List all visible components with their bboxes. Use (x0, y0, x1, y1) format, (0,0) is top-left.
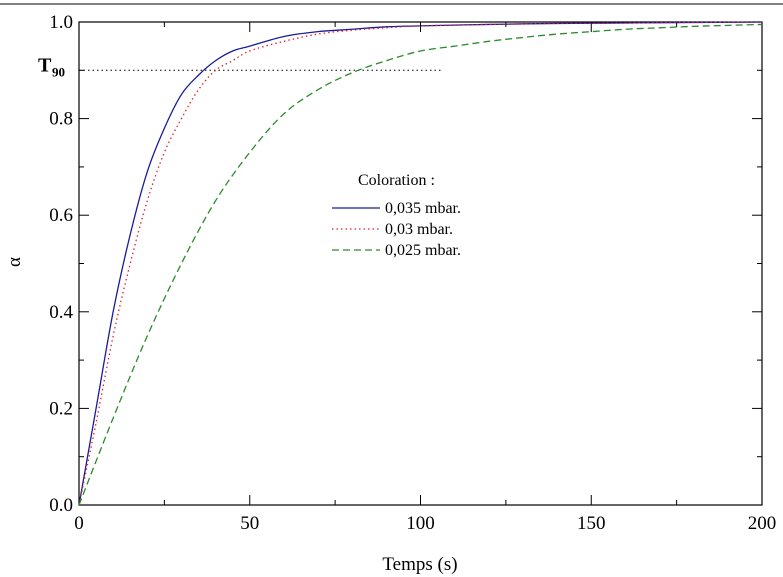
y-tick-label: 0.4 (49, 302, 73, 323)
x-axis-title: Temps (s) (382, 554, 457, 575)
legend-label-1: 0,035 mbar. (385, 200, 461, 217)
y-tick-label: 0.0 (49, 495, 73, 516)
y-axis-title: α (4, 257, 25, 267)
legend-label-3: 0,025 mbar. (385, 242, 461, 259)
y-tick-label: 0.6 (49, 205, 73, 226)
x-tick-label: 200 (748, 513, 777, 534)
series-line-1 (78, 21, 763, 506)
legend-label-2: 0,03 mbar. (385, 221, 453, 238)
x-tick-label: 100 (406, 513, 435, 534)
legend: Coloration : 0,035 mbar. 0,03 mbar. 0,025 m… (332, 172, 461, 259)
axis-ticks (78, 21, 763, 506)
t90-subscript: 90 (52, 64, 65, 79)
tick-labels: 0 50 100 150 200 0.0 0.2 0.4 0.6 0.8 1.0 (49, 12, 776, 534)
x-tick-label: 50 (240, 513, 259, 534)
y-tick-label: 0.8 (49, 109, 73, 130)
x-tick-label: 0 (74, 513, 84, 534)
x-tick-label: 150 (577, 513, 606, 534)
series-lines (78, 21, 763, 506)
y-tick-label: 1.0 (49, 12, 73, 33)
series-line-2 (78, 21, 763, 506)
t90-label: T (38, 54, 52, 76)
series-line-3 (78, 23, 763, 506)
t90-annotation: T 90 (38, 54, 441, 79)
legend-title: Coloration : (358, 172, 435, 189)
y-tick-label: 0.2 (49, 398, 73, 419)
